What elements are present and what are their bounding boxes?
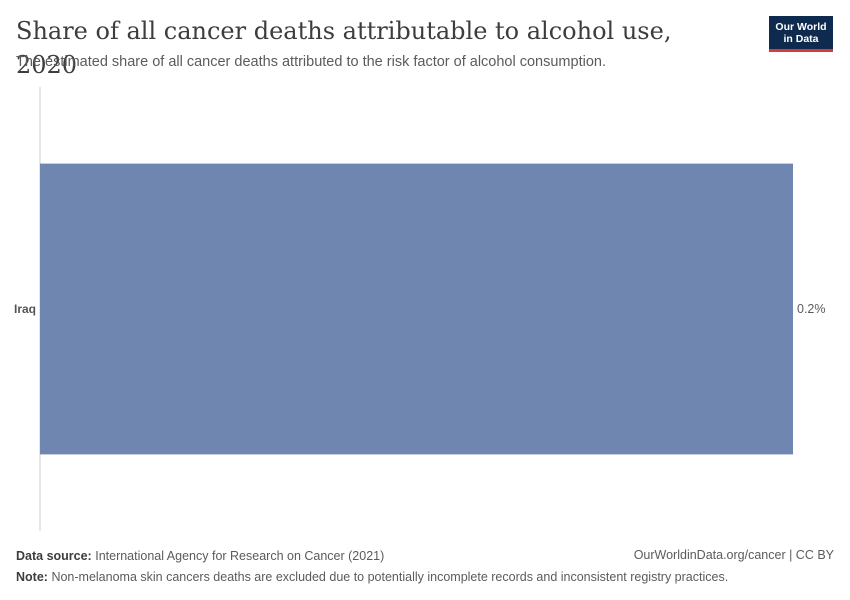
data-source-link[interactable]: International Agency for Research on Can…	[95, 549, 385, 563]
license-link[interactable]: OurWorldinData.org/cancer | CC BY	[633, 548, 834, 562]
data-source: Data source: International Agency for Re…	[16, 548, 834, 564]
value-label: 0.2%	[797, 302, 826, 316]
category-label: Iraq	[14, 302, 36, 316]
bar-chart: Iraq 0.2%	[14, 87, 826, 531]
chart-subtitle: The estimated share of all cancer deaths…	[16, 54, 606, 70]
chart-note: Note: Non-melanoma skin cancers deaths a…	[16, 569, 834, 585]
note-label: Note:	[16, 570, 48, 584]
data-source-label: Data source:	[16, 549, 92, 563]
logo-line-1: Our World	[775, 21, 827, 33]
bar-iraq[interactable]	[40, 163, 793, 455]
owid-logo[interactable]: Our World in Data	[769, 16, 833, 52]
logo-line-2: in Data	[783, 33, 819, 45]
chart-title: Share of all cancer deaths attributable …	[16, 17, 672, 79]
note-text: Non-melanoma skin cancers deaths are exc…	[51, 570, 729, 584]
